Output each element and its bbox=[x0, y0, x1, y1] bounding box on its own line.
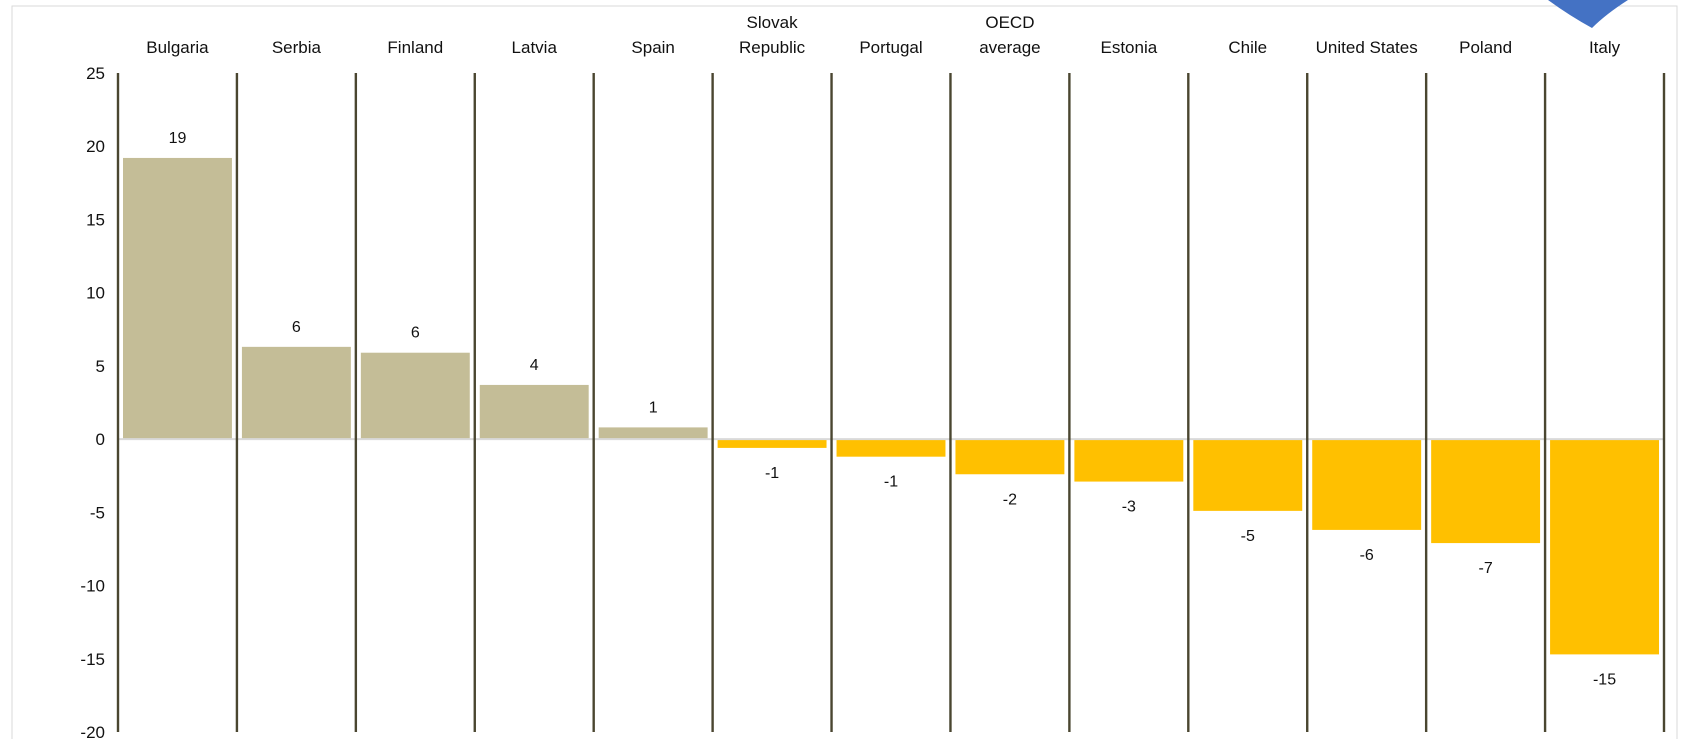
category-label: Latvia bbox=[512, 38, 558, 57]
category-label: Finland bbox=[387, 38, 443, 57]
bar bbox=[241, 346, 351, 440]
bar bbox=[836, 439, 946, 457]
data-label: -7 bbox=[1478, 560, 1492, 577]
data-label: 6 bbox=[292, 319, 301, 336]
chart-frame bbox=[11, 5, 1678, 739]
bar bbox=[1550, 439, 1659, 655]
category-label: Portugal bbox=[859, 38, 922, 57]
category-label: Spain bbox=[631, 38, 674, 57]
bar bbox=[360, 352, 470, 440]
category-label: OECD average bbox=[979, 13, 1040, 57]
data-label: -2 bbox=[1003, 491, 1017, 508]
y-tick-label: -15 bbox=[80, 650, 105, 669]
category-label: Serbia bbox=[272, 38, 322, 57]
corner-shape bbox=[1548, 0, 1628, 28]
data-label: -1 bbox=[765, 465, 779, 482]
y-tick-label: -10 bbox=[80, 577, 105, 596]
bar bbox=[479, 384, 589, 440]
bar bbox=[1193, 439, 1303, 511]
data-label: -3 bbox=[1122, 499, 1136, 516]
data-label: 4 bbox=[530, 357, 539, 374]
data-label: 6 bbox=[411, 325, 420, 342]
bar bbox=[1074, 439, 1184, 482]
data-label: -15 bbox=[1593, 671, 1616, 688]
y-tick-label: 15 bbox=[86, 210, 105, 229]
bar bbox=[717, 439, 827, 448]
data-label: -1 bbox=[884, 474, 898, 491]
category-label: Estonia bbox=[1100, 38, 1157, 57]
y-tick-label: 5 bbox=[96, 357, 105, 376]
bar bbox=[123, 157, 232, 440]
bar bbox=[598, 427, 708, 440]
bar bbox=[1431, 439, 1541, 544]
y-tick-label: -20 bbox=[80, 723, 105, 739]
category-label: Chile bbox=[1228, 38, 1267, 57]
y-tick-label: -5 bbox=[90, 503, 105, 522]
category-label: Slovak Republic bbox=[739, 13, 806, 57]
data-label: 19 bbox=[169, 130, 187, 147]
y-tick-label: 25 bbox=[86, 64, 105, 83]
y-tick-label: 20 bbox=[86, 137, 105, 156]
category-label: Poland bbox=[1459, 38, 1512, 57]
category-label: Bulgaria bbox=[146, 38, 209, 57]
data-label: 1 bbox=[649, 399, 658, 416]
data-label: -6 bbox=[1360, 547, 1374, 564]
category-label: United States bbox=[1316, 38, 1418, 57]
y-tick-label: 0 bbox=[96, 430, 105, 449]
y-tick-label: 10 bbox=[86, 284, 105, 303]
data-label: -5 bbox=[1241, 528, 1255, 545]
bar bbox=[1312, 439, 1422, 530]
bar bbox=[955, 439, 1065, 475]
category-label: Italy bbox=[1589, 38, 1621, 57]
